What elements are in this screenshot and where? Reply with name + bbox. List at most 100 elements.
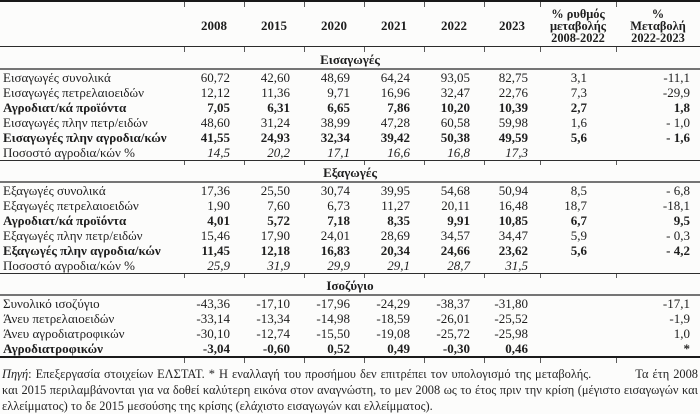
cell-value: 17,1 — [327, 145, 350, 160]
table-row: Αγροδιατ/κά προϊόντα 7,05 6,31 6,65 7,86… — [0, 100, 700, 115]
col-tick — [303, 273, 364, 278]
cell-value: 30,74 — [320, 183, 350, 198]
table-row: Εξαγωγές συνολικά 17,36 25,50 30,74 39,9… — [0, 182, 700, 198]
cell-value: 50,38 — [440, 130, 470, 145]
footnote-text-1: : Επεξεργασία στοιχείων ΕΛΣΤΑΤ. * Η εναλ… — [28, 367, 592, 381]
cell-value: 0,52 — [327, 341, 350, 356]
col-tick — [243, 273, 304, 278]
cell-value: 5,6 — [570, 130, 587, 145]
cell-value: 29,1 — [387, 258, 410, 273]
col-header-change-line1: % — [651, 7, 665, 21]
table-row: Εξαγωγές πετρελαιοειδών 1,90 7,60 6,73 1… — [0, 198, 700, 213]
col-header-rate: % ρυθμός μεταβολής 2008-2022 — [540, 7, 616, 47]
cell-value: -25,52 — [494, 311, 528, 326]
cell-value — [540, 258, 616, 274]
col-tick — [539, 356, 616, 363]
cell-value: -18,1 — [662, 198, 690, 213]
col-tick — [243, 356, 304, 363]
cell-value: 3,1 — [570, 70, 587, 85]
cell-value: 10,39 — [498, 100, 528, 115]
col-header-change: % Μεταβολή 2022-2023 — [616, 7, 700, 47]
cell-value: 9,5 — [673, 213, 690, 228]
cell-value: -29,9 — [662, 85, 690, 100]
cell-value: 11,36 — [261, 85, 290, 100]
cell-value: - 6,8 — [666, 183, 690, 198]
table-row: Εισαγωγές πλην αγροδια/κών 41,55 24,93 3… — [0, 130, 700, 145]
cell-value: 10,85 — [498, 213, 528, 228]
cell-value — [616, 258, 700, 274]
col-tick — [483, 46, 540, 52]
cell-value: 42,60 — [260, 70, 290, 85]
col-header-2020: 2020 — [304, 7, 364, 47]
cell-value: 6,73 — [327, 198, 350, 213]
cell-value: 11,45 — [201, 243, 230, 258]
cell-value: -19,08 — [376, 326, 410, 341]
cell-value: 28,69 — [380, 228, 410, 243]
cell-value: 17,3 — [505, 145, 528, 160]
cell-value: 11,27 — [381, 198, 410, 213]
col-tick — [615, 1, 700, 7]
col-header-change-line3: 2022-2023 — [631, 31, 685, 46]
cell-value: -3,04 — [202, 341, 230, 356]
row-label: Εισαγωγές συνολικά — [3, 70, 111, 85]
col-header-2023: 2023 — [484, 7, 540, 47]
col-tick — [0, 273, 184, 278]
col-tick — [363, 160, 424, 165]
col-header-2015: 2015 — [244, 7, 304, 47]
col-header-change-line2: Μεταβολή — [630, 18, 686, 33]
cell-value: 48,69 — [320, 70, 350, 85]
col-tick — [243, 160, 304, 165]
cell-value: 8,5 — [570, 183, 587, 198]
col-tick — [183, 46, 244, 52]
cell-value: -31,80 — [494, 296, 528, 311]
cell-value: 5,72 — [267, 213, 290, 228]
cell-value: 32,34 — [320, 130, 350, 145]
col-header-2021: 2021 — [364, 7, 424, 47]
cell-value: 48,60 — [200, 115, 230, 130]
cell-value: -0,60 — [262, 341, 290, 356]
cell-value: - 0,3 — [666, 228, 690, 243]
cell-value: 49,59 — [498, 130, 528, 145]
cell-value: 10,20 — [440, 100, 470, 115]
cell-value: - 1,6 — [666, 130, 690, 145]
cell-value: 24,93 — [260, 130, 290, 145]
col-tick — [539, 273, 616, 278]
cell-value — [540, 341, 616, 357]
cell-value: 23,62 — [498, 243, 528, 258]
cell-value: 6,7 — [570, 213, 587, 228]
row-label: Άνευ πετρελαιοειδών — [3, 311, 115, 326]
cell-value: 7,18 — [327, 213, 350, 228]
cell-value: -25,98 — [494, 326, 528, 341]
cell-value — [616, 145, 700, 161]
cell-value: 12,12 — [200, 85, 230, 100]
table-row: Εξαγωγές πλην πετρ/ειδών 15,46 17,90 24,… — [0, 228, 700, 243]
cell-value: 7,60 — [267, 198, 290, 213]
section-rule-ticks-row — [0, 160, 700, 165]
cell-value: 17,90 — [260, 228, 290, 243]
table-row: Άνευ αγροδιατροφικών -30,10 -12,74 -15,5… — [0, 326, 700, 341]
cell-value: -24,29 — [376, 296, 410, 311]
col-tick — [303, 1, 364, 7]
col-tick — [423, 46, 484, 52]
bottom-rule-ticks-row — [0, 356, 700, 363]
table-row: Ποσοστό αγροδια/κών % 25,9 31,9 29,9 29,… — [0, 258, 700, 274]
col-tick — [0, 160, 184, 165]
cell-value: 20,11 — [441, 198, 470, 213]
cell-value: 82,75 — [498, 70, 528, 85]
col-tick — [423, 356, 484, 363]
row-label: Ποσοστό αγροδια/κών % — [3, 145, 135, 160]
cell-value: 31,24 — [260, 115, 290, 130]
cell-value: * — [683, 341, 691, 356]
cell-value: 25,50 — [260, 183, 290, 198]
table-row: Εισαγωγές πετρελαιοειδών 12,12 11,36 9,7… — [0, 85, 700, 100]
cell-value: -11,1 — [663, 70, 690, 85]
cell-value: -18,59 — [376, 311, 410, 326]
cell-value — [540, 295, 616, 311]
cell-value: 7,05 — [207, 100, 230, 115]
col-tick — [303, 160, 364, 165]
col-tick — [0, 356, 184, 363]
table-row: Αγροδιατ/κά προϊόντα 4,01 5,72 7,18 8,35… — [0, 213, 700, 228]
cell-value: 7,86 — [387, 100, 410, 115]
col-tick — [615, 273, 700, 278]
